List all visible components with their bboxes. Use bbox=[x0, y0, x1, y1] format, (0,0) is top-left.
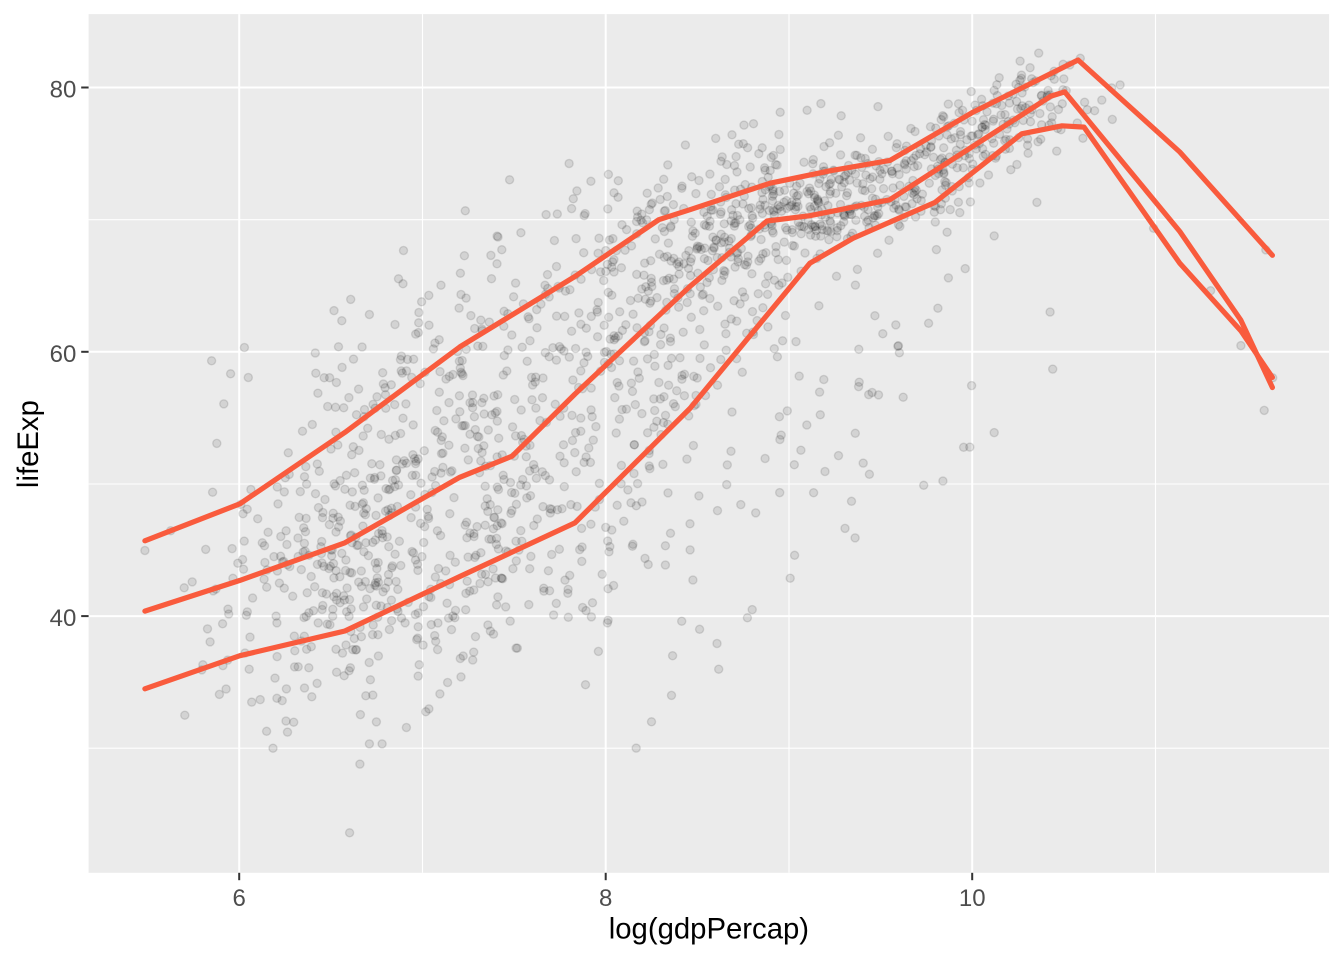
svg-text:40: 40 bbox=[50, 605, 77, 632]
svg-text:10: 10 bbox=[959, 885, 986, 912]
svg-text:log(gdpPercap): log(gdpPercap) bbox=[609, 912, 809, 945]
svg-text:60: 60 bbox=[50, 341, 77, 368]
svg-text:lifeExp: lifeExp bbox=[12, 400, 45, 488]
svg-text:6: 6 bbox=[233, 885, 246, 912]
svg-text:8: 8 bbox=[599, 885, 612, 912]
svg-text:80: 80 bbox=[50, 77, 77, 104]
